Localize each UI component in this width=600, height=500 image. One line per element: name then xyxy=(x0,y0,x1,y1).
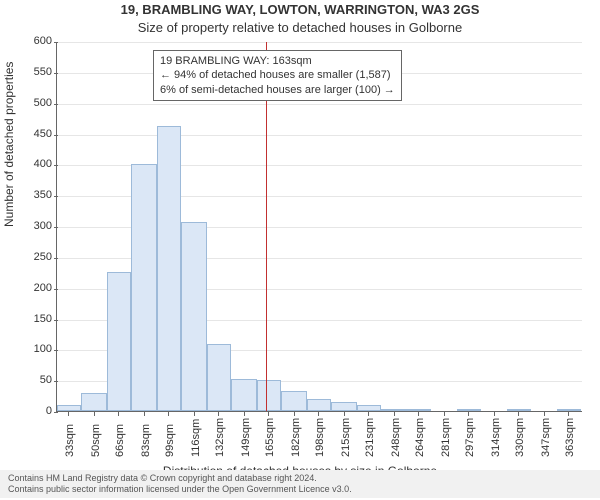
histogram-bar xyxy=(307,399,331,411)
x-tick-mark xyxy=(168,412,169,416)
x-tick-mark xyxy=(118,412,119,416)
histogram-bar xyxy=(357,405,381,411)
x-tick-label: 165sqm xyxy=(264,418,276,457)
x-tick-mark xyxy=(518,412,519,416)
x-tick-label: 215sqm xyxy=(340,418,352,457)
x-tick-label: 347sqm xyxy=(540,418,552,457)
histogram-bar xyxy=(381,409,407,411)
footer-line-1: Contains HM Land Registry data © Crown c… xyxy=(8,473,592,484)
y-tick-label: 0 xyxy=(20,405,52,417)
x-tick-mark xyxy=(418,412,419,416)
x-tick-mark xyxy=(444,412,445,416)
histogram-bar xyxy=(407,409,431,411)
footer-line-2: Contains public sector information licen… xyxy=(8,484,592,495)
y-tick-label: 300 xyxy=(20,220,52,232)
histogram-bar xyxy=(331,402,357,411)
x-tick-label: 66sqm xyxy=(114,424,126,457)
x-tick-label: 264sqm xyxy=(414,418,426,457)
x-tick-label: 363sqm xyxy=(564,418,576,457)
x-tick-mark xyxy=(68,412,69,416)
x-tick-label: 297sqm xyxy=(464,418,476,457)
x-tick-label: 50sqm xyxy=(90,424,102,457)
y-tick-label: 350 xyxy=(20,189,52,201)
histogram-bar xyxy=(81,393,107,412)
x-tick-mark xyxy=(344,412,345,416)
y-tick-label: 100 xyxy=(20,343,52,355)
x-tick-label: 330sqm xyxy=(514,418,526,457)
annotation-box: 19 BRAMBLING WAY: 163sqm ← 94% of detach… xyxy=(153,50,402,101)
histogram-bar xyxy=(181,222,207,411)
x-tick-mark xyxy=(218,412,219,416)
x-tick-mark xyxy=(244,412,245,416)
x-tick-mark xyxy=(494,412,495,416)
chart-subtitle: Size of property relative to detached ho… xyxy=(0,20,600,35)
x-tick-mark xyxy=(368,412,369,416)
histogram-bar xyxy=(281,391,307,411)
chart-container: 19, BRAMBLING WAY, LOWTON, WARRINGTON, W… xyxy=(0,0,600,500)
x-tick-label: 248sqm xyxy=(390,418,402,457)
y-tick-label: 200 xyxy=(20,282,52,294)
y-tick-label: 50 xyxy=(20,374,52,386)
histogram-bar xyxy=(507,409,531,411)
y-tick-label: 450 xyxy=(20,128,52,140)
x-tick-label: 116sqm xyxy=(190,419,202,457)
histogram-bar xyxy=(207,344,231,411)
x-tick-mark xyxy=(468,412,469,416)
histogram-bar xyxy=(157,126,181,411)
x-tick-mark xyxy=(144,412,145,416)
x-tick-label: 314sqm xyxy=(490,418,502,457)
x-tick-mark xyxy=(568,412,569,416)
histogram-bar xyxy=(257,380,281,411)
y-tick-label: 500 xyxy=(20,97,52,109)
x-tick-label: 33sqm xyxy=(64,424,76,457)
y-tick-label: 250 xyxy=(20,251,52,263)
x-tick-mark xyxy=(544,412,545,416)
x-tick-label: 149sqm xyxy=(240,418,252,457)
x-tick-label: 231sqm xyxy=(364,418,376,457)
x-tick-label: 198sqm xyxy=(314,418,326,457)
x-tick-label: 83sqm xyxy=(140,424,152,457)
histogram-bar xyxy=(57,405,81,411)
annotation-line-1: 19 BRAMBLING WAY: 163sqm xyxy=(160,54,395,68)
gridline xyxy=(57,104,582,105)
plot-area: 19 BRAMBLING WAY: 163sqm ← 94% of detach… xyxy=(56,42,582,412)
chart-title: 19, BRAMBLING WAY, LOWTON, WARRINGTON, W… xyxy=(0,2,600,17)
x-tick-mark xyxy=(394,412,395,416)
x-tick-label: 99sqm xyxy=(164,424,176,457)
y-tick-label: 150 xyxy=(20,313,52,325)
x-tick-label: 281sqm xyxy=(440,418,452,457)
x-tick-label: 182sqm xyxy=(290,418,302,457)
gridline xyxy=(57,42,582,43)
histogram-bar xyxy=(231,379,257,411)
annotation-line-3: 6% of semi-detached houses are larger (1… xyxy=(160,83,395,97)
gridline xyxy=(57,135,582,136)
x-tick-mark xyxy=(318,412,319,416)
histogram-bar xyxy=(457,409,481,411)
y-tick-label: 550 xyxy=(20,66,52,78)
x-tick-mark xyxy=(94,412,95,416)
y-tick-label: 600 xyxy=(20,35,52,47)
x-tick-mark xyxy=(194,412,195,416)
histogram-bar xyxy=(557,409,581,411)
footer: Contains HM Land Registry data © Crown c… xyxy=(0,470,600,499)
annotation-line-2: ← 94% of detached houses are smaller (1,… xyxy=(160,68,395,82)
x-tick-label: 132sqm xyxy=(214,418,226,457)
y-tick-label: 400 xyxy=(20,158,52,170)
x-tick-mark xyxy=(268,412,269,416)
histogram-bar xyxy=(107,272,131,411)
histogram-bar xyxy=(131,164,157,411)
x-tick-mark xyxy=(294,412,295,416)
y-axis-label: Number of detached properties xyxy=(2,62,16,227)
